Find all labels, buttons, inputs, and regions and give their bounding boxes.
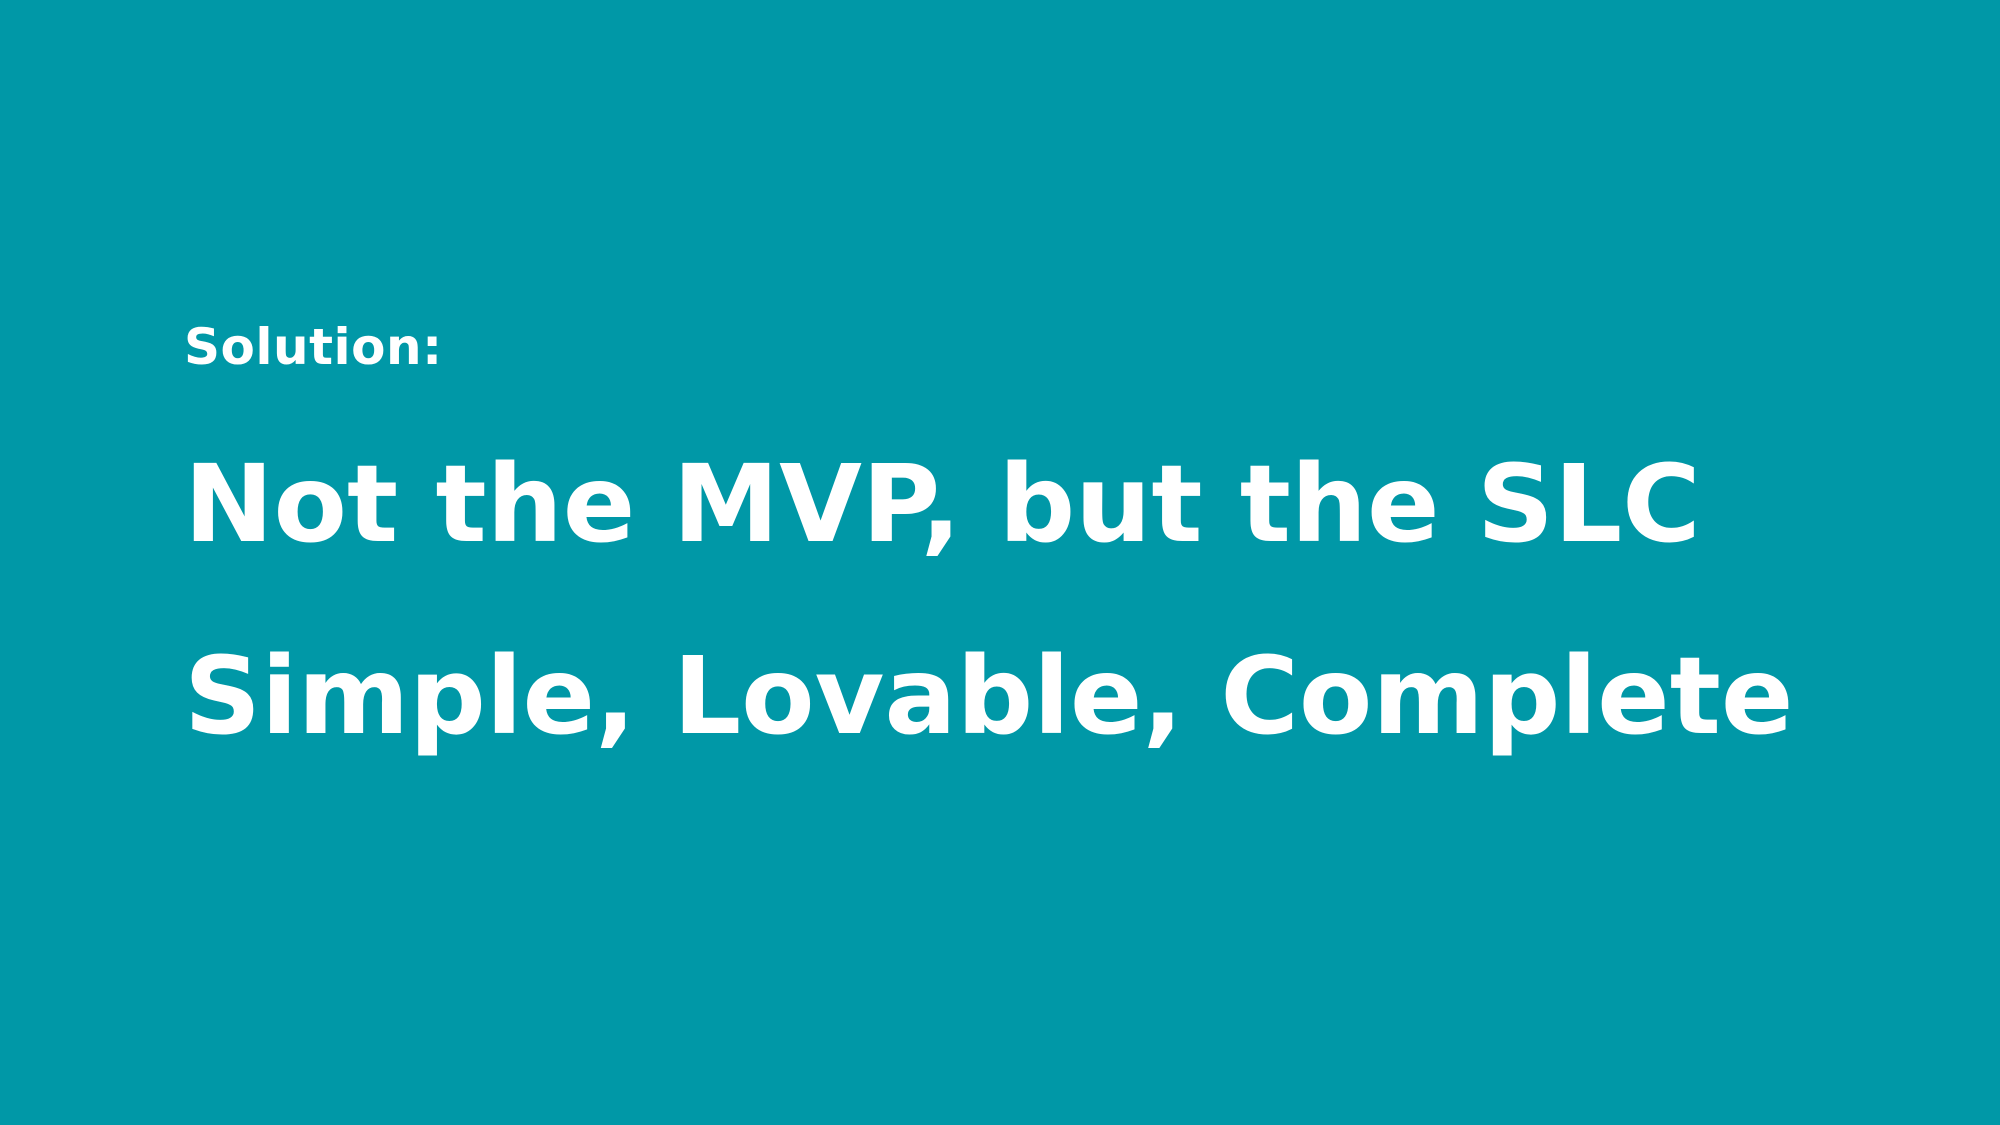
headline-secondary: Simple, Lovable, Complete	[184, 635, 1794, 759]
headline-primary: Not the MVP, but the SLC	[184, 443, 1701, 567]
solution-label: Solution:	[184, 318, 443, 376]
slide-content: Solution: Not the MVP, but the SLC Simpl…	[184, 322, 1934, 751]
